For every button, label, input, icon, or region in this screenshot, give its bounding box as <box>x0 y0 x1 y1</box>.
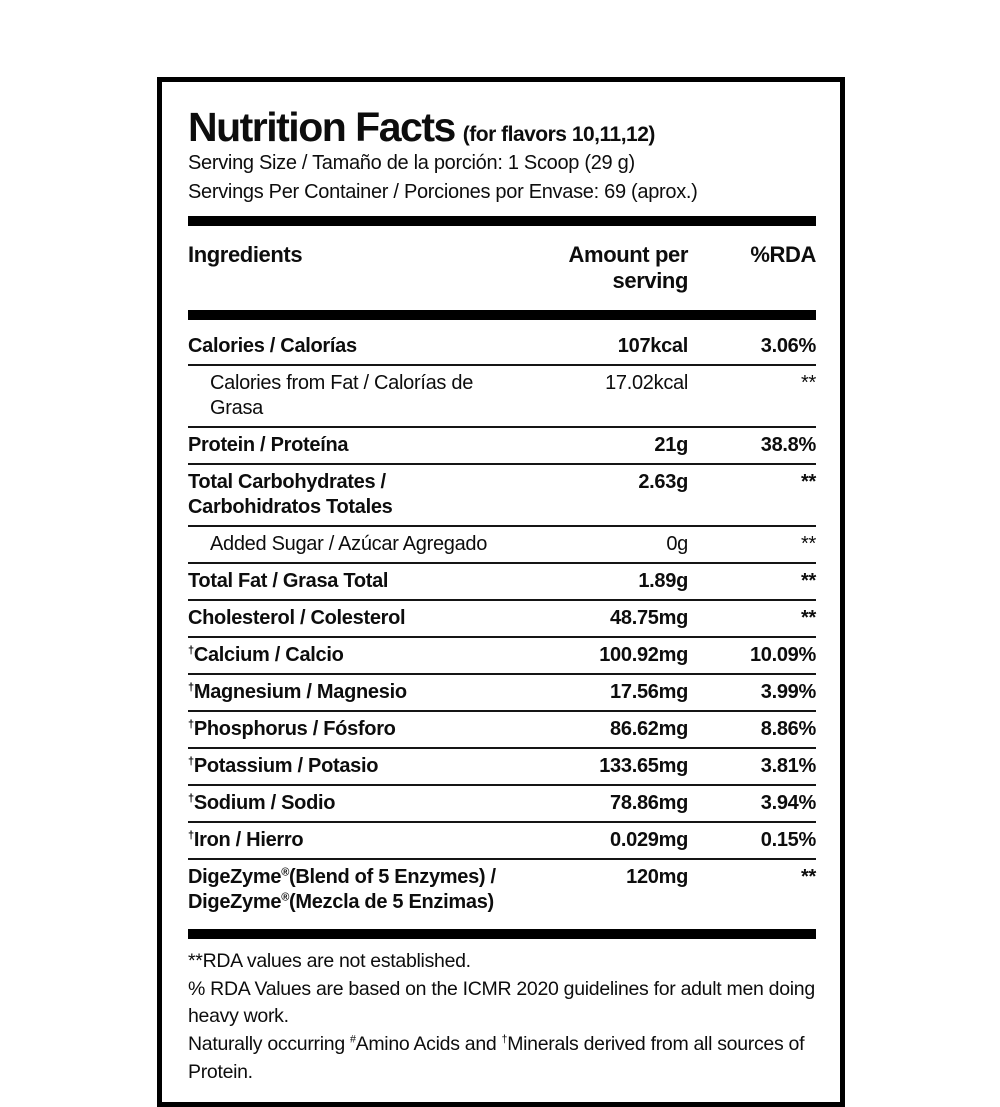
ingredient-rda: ** <box>801 372 816 395</box>
column-header-rda: %RDA <box>750 242 816 268</box>
page-title: Nutrition Facts <box>188 104 456 150</box>
ingredient-rda: 3.94% <box>760 792 817 815</box>
ingredient-name: Cholesterol / Colesterol <box>188 607 406 630</box>
thick-divider <box>188 216 816 227</box>
thick-divider <box>188 310 816 321</box>
registered-mark: ® <box>281 891 289 904</box>
ingredient-rda: 3.99% <box>760 681 817 704</box>
dagger-mark: † <box>188 644 194 657</box>
ingredient-amount: 86.62mg <box>610 718 688 741</box>
serving-size-line: Serving Size / Tamaño de la porción: 1 S… <box>188 152 635 175</box>
ingredient-name: Total Carbohydrates / Carbohidratos Tota… <box>188 471 393 519</box>
servings-per-container-line: Servings Per Container / Porciones por E… <box>188 181 698 204</box>
ingredient-name: †Magnesium / Magnesio <box>188 681 407 704</box>
ingredient-amount: 2.63g <box>638 471 688 494</box>
ingredient-rda: 0.15% <box>760 829 817 852</box>
ingredient-name: Added Sugar / Azúcar Agregado <box>210 533 488 556</box>
column-header-amount: Amount per serving <box>568 242 689 294</box>
footnote: **RDA values are not established. <box>188 950 471 973</box>
ingredient-name: Total Fat / Grasa Total <box>188 570 389 593</box>
ingredient-amount: 120mg <box>626 866 688 889</box>
thick-divider <box>188 929 816 940</box>
dagger-mark: † <box>188 681 194 694</box>
hash-mark: # <box>349 1033 356 1046</box>
ingredient-amount: 21g <box>654 434 688 457</box>
footnote: Naturally occurring #Amino Acids and †Mi… <box>188 1033 805 1083</box>
ingredient-name: †Phosphorus / Fósforo <box>188 718 396 741</box>
ingredient-rda: 8.86% <box>760 718 817 741</box>
table-row: Calories / Calorías 107kcal 3.06% <box>188 329 816 364</box>
table-row: Total Fat / Grasa Total 1.89g ** <box>188 562 816 599</box>
table-row: DigeZyme®(Blend of 5 Enzymes) / DigeZyme®… <box>188 858 816 920</box>
footnote: % RDA Values are based on the ICMR 2020 … <box>188 977 815 1028</box>
ingredient-rda: 3.81% <box>760 755 817 778</box>
ingredient-amount: 133.65mg <box>599 755 688 778</box>
table-row: Protein / Proteína 21g 38.8% <box>188 426 816 463</box>
table-row: †Potassium / Potasio 133.65mg 3.81% <box>188 747 816 784</box>
ingredient-name: Calories from Fat / Calorías de Grasa <box>210 372 474 420</box>
dagger-mark: † <box>188 829 194 842</box>
dagger-mark: † <box>188 718 194 731</box>
ingredient-name: Protein / Proteína <box>188 434 349 457</box>
dagger-mark: † <box>188 755 194 768</box>
ingredient-name: †Iron / Hierro <box>188 829 304 852</box>
table-column-header: Ingredients Amount per serving %RDA <box>188 235 816 301</box>
table-row: Calories from Fat / Calorías de Grasa 17.… <box>188 364 816 426</box>
ingredient-amount: 0.029mg <box>610 829 688 852</box>
table-row: Cholesterol / Colesterol 48.75mg ** <box>188 599 816 636</box>
footnotes: **RDA values are not established. % RDA V… <box>188 948 816 1086</box>
ingredient-amount: 48.75mg <box>610 607 688 630</box>
table-row: †Phosphorus / Fósforo 86.62mg 8.86% <box>188 710 816 747</box>
ingredient-rda: ** <box>801 471 816 494</box>
title-line: Nutrition Facts (for flavors 10,11,12) <box>188 104 816 150</box>
ingredient-amount: 0g <box>666 533 688 556</box>
ingredient-amount: 78.86mg <box>610 792 688 815</box>
ingredient-rda: 10.09% <box>749 644 816 667</box>
table-row: Total Carbohydrates / Carbohidratos Tota… <box>188 463 816 525</box>
ingredient-amount: 107kcal <box>617 335 689 358</box>
title-flavor-note: (for flavors 10,11,12) <box>462 123 656 146</box>
ingredient-name: †Potassium / Potasio <box>188 755 379 778</box>
registered-mark: ® <box>281 866 289 879</box>
nutrition-facts-label: Nutrition Facts (for flavors 10,11,12) S… <box>157 77 845 1107</box>
ingredient-rda: ** <box>801 866 816 889</box>
ingredient-name: †Calcium / Calcio <box>188 644 344 667</box>
dagger-mark: † <box>501 1033 508 1046</box>
ingredient-rda: 3.06% <box>760 335 817 358</box>
table-row: †Iron / Hierro 0.029mg 0.15% <box>188 821 816 858</box>
ingredient-amount: 17.02kcal <box>605 372 688 395</box>
ingredient-rda: ** <box>801 607 816 630</box>
ingredient-name: †Sodium / Sodio <box>188 792 336 815</box>
ingredient-rda: ** <box>801 533 816 556</box>
ingredient-amount: 1.89g <box>638 570 688 593</box>
table-row: †Calcium / Calcio 100.92mg 10.09% <box>188 636 816 673</box>
ingredient-rda: 38.8% <box>760 434 817 457</box>
ingredient-amount: 17.56mg <box>610 681 688 704</box>
table-row: †Magnesium / Magnesio 17.56mg 3.99% <box>188 673 816 710</box>
ingredients-rows: Calories / Calorías 107kcal 3.06% Calories … <box>188 329 816 920</box>
ingredient-name: DigeZyme®(Blend of 5 Enzymes) / DigeZyme®… <box>188 866 496 914</box>
dagger-mark: † <box>188 792 194 805</box>
ingredient-rda: ** <box>801 570 816 593</box>
table-row: †Sodium / Sodio 78.86mg 3.94% <box>188 784 816 821</box>
ingredient-amount: 100.92mg <box>599 644 688 667</box>
ingredient-name: Calories / Calorías <box>188 335 357 358</box>
table-row: Added Sugar / Azúcar Agregado 0g ** <box>188 525 816 562</box>
column-header-ingredients: Ingredients <box>188 242 303 268</box>
